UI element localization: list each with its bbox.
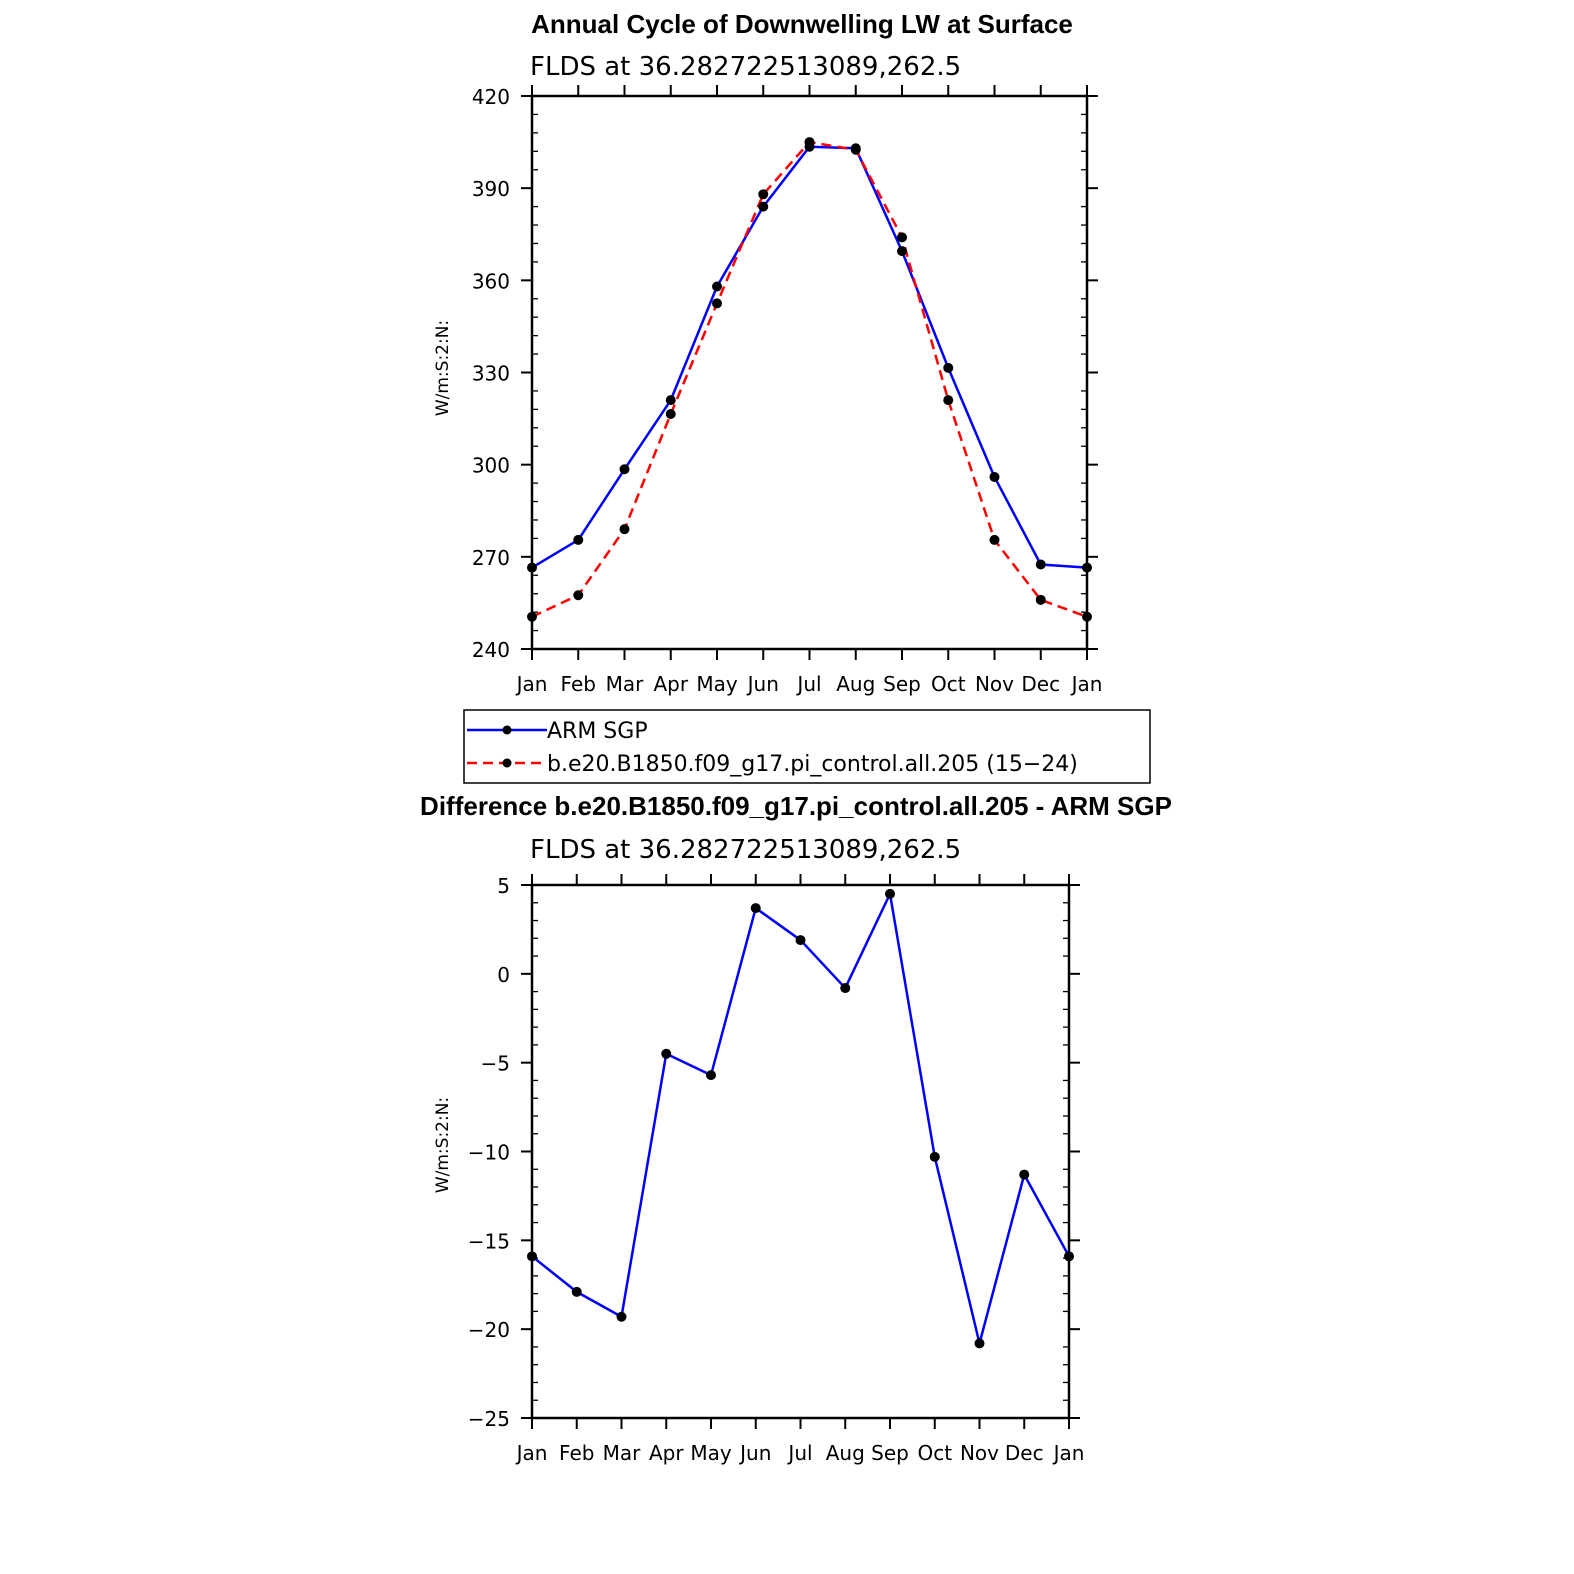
top-series-1-point — [1082, 611, 1092, 622]
bottom-xtick-label: Dec — [1005, 1441, 1044, 1465]
top-xtick-label: Feb — [561, 672, 596, 696]
top-ytick-label: 240 — [472, 638, 510, 662]
top-series-1-point — [573, 590, 584, 601]
top-series-line-0 — [531, 145, 1088, 569]
top-ytick-label: 420 — [472, 85, 510, 109]
bottom-xtick-label: Jan — [515, 1441, 548, 1465]
top-series-1-point — [989, 534, 1000, 545]
bottom-plot: Jan Feb Mar Apr May Jun Jul Aug Sep Oct Nov Dec Jan−… — [468, 874, 1085, 1465]
top-xtick-label: Jan — [1070, 672, 1103, 696]
bottom-series-line-0 — [531, 892, 1071, 1345]
top-series-0-point — [712, 281, 722, 292]
top-series-1-point — [804, 137, 815, 148]
top-series-0-point — [897, 246, 907, 257]
legend-label-arm: ARM SGP — [547, 719, 648, 744]
top-series-0-point — [665, 395, 676, 406]
top-series-0-point — [989, 471, 1000, 482]
top-xtick-label: Jul — [795, 672, 821, 696]
bottom-ytick-label: 0 — [497, 963, 510, 987]
bottom-series-0-point — [616, 1311, 627, 1322]
bottom-series-0-point — [661, 1048, 672, 1059]
bottom-xtick-label: Jun — [738, 1441, 771, 1465]
legend-label-model: b.e20.B1850.f09_g17.pi_control.all.205 (… — [547, 752, 1078, 777]
bottom-xtick-label: Jan — [1052, 1441, 1085, 1465]
bottom-ytick-label: −5 — [481, 1052, 510, 1076]
top-series-1-point — [943, 395, 954, 406]
bottom-series-0-point — [1019, 1169, 1030, 1180]
bottom-series-0-point — [571, 1286, 582, 1297]
top-ytick-label: 270 — [472, 546, 510, 570]
bottom-chart-title: Difference b.e20.B1850.f09_g17.pi_contro… — [420, 791, 1172, 821]
top-xtick-label: Apr — [653, 672, 688, 696]
top-xtick-label: Jan — [515, 672, 548, 696]
bottom-chart-subtitle: FLDS at 36.282722513089,262.5 — [530, 835, 961, 865]
bottom-frame — [530, 883, 1071, 1420]
top-series-0-point — [619, 464, 630, 475]
top-xtick-label: Sep — [883, 672, 921, 696]
bottom-xtick-label: Jul — [786, 1441, 812, 1465]
legend-box — [463, 709, 1151, 784]
bottom-ytick-label: −15 — [468, 1229, 510, 1253]
bottom-series-0-point — [974, 1338, 985, 1349]
top-series-0-point — [1035, 559, 1046, 570]
top-series-0-point — [943, 362, 954, 373]
bottom-series-0-point — [795, 935, 806, 946]
bottom-xtick-label: Feb — [559, 1441, 594, 1465]
bottom-series-0-point — [840, 983, 851, 994]
top-series-0-point — [527, 562, 537, 573]
top-ytick-label: 360 — [472, 269, 510, 293]
bottom-series-0-point — [750, 903, 761, 914]
top-series-1-point — [619, 524, 630, 535]
bottom-ytick-label: −20 — [468, 1318, 510, 1342]
top-xtick-label: Oct — [931, 672, 966, 696]
bottom-xtick-label: Apr — [649, 1441, 684, 1465]
top-series-line-1 — [531, 140, 1088, 618]
top-xtick-label: Jun — [746, 672, 779, 696]
bottom-series-0-point — [885, 888, 895, 899]
bottom-ytick-label: −25 — [468, 1407, 510, 1431]
bottom-series-0-point — [1064, 1251, 1074, 1262]
top-xtick-label: May — [696, 672, 738, 696]
top-series-1-point — [850, 144, 861, 155]
legend: ARM SGP b.e20.B1850.f09_g17.pi_control.a… — [463, 709, 1151, 784]
top-series-1-point — [1035, 594, 1046, 605]
bottom-chart-ylabel: W/m:S:2:N: — [433, 1097, 453, 1193]
legend-marker-model — [502, 758, 512, 768]
top-frame — [530, 94, 1089, 651]
legend-marker-arm — [502, 725, 512, 735]
bottom-series-0-point — [706, 1070, 716, 1081]
top-xtick-label: Nov — [975, 672, 1014, 696]
top-ytick-label: 300 — [472, 454, 510, 478]
bottom-ytick-label: 5 — [497, 874, 510, 898]
bottom-xtick-label: Sep — [871, 1441, 909, 1465]
bottom-xtick-label: May — [690, 1441, 732, 1465]
bottom-ytick-label: −10 — [468, 1141, 510, 1165]
top-series-1-point — [712, 298, 722, 309]
top-xtick-label: Mar — [606, 672, 645, 696]
top-series-0-point — [573, 534, 584, 545]
top-series-1-point — [758, 189, 769, 200]
top-plot: Jan Feb Mar Apr May Jun Jul Aug Sep Oct Nov Dec Jan2… — [472, 85, 1103, 696]
top-series-0-point — [1082, 562, 1092, 573]
bottom-series-0-point — [929, 1151, 940, 1162]
top-chart-title: Annual Cycle of Downwelling LW at Surfac… — [531, 9, 1073, 39]
bottom-xtick-label: Aug — [826, 1441, 865, 1465]
top-chart-ylabel: W/m:S:2:N: — [433, 320, 453, 416]
top-series-1-point — [527, 611, 537, 622]
top-ytick-label: 330 — [472, 362, 510, 386]
top-ytick-label: 390 — [472, 177, 510, 201]
top-series-1-point — [665, 408, 676, 419]
top-chart-subtitle: FLDS at 36.282722513089,262.5 — [530, 52, 961, 82]
top-xtick-label: Aug — [836, 672, 875, 696]
bottom-xtick-label: Oct — [917, 1441, 952, 1465]
bottom-xtick-label: Mar — [603, 1441, 642, 1465]
top-series-0-point — [758, 201, 769, 212]
top-xtick-label: Dec — [1021, 672, 1060, 696]
top-series-1-point — [897, 232, 907, 243]
bottom-series-0-point — [527, 1251, 537, 1262]
bottom-xtick-label: Nov — [960, 1441, 999, 1465]
